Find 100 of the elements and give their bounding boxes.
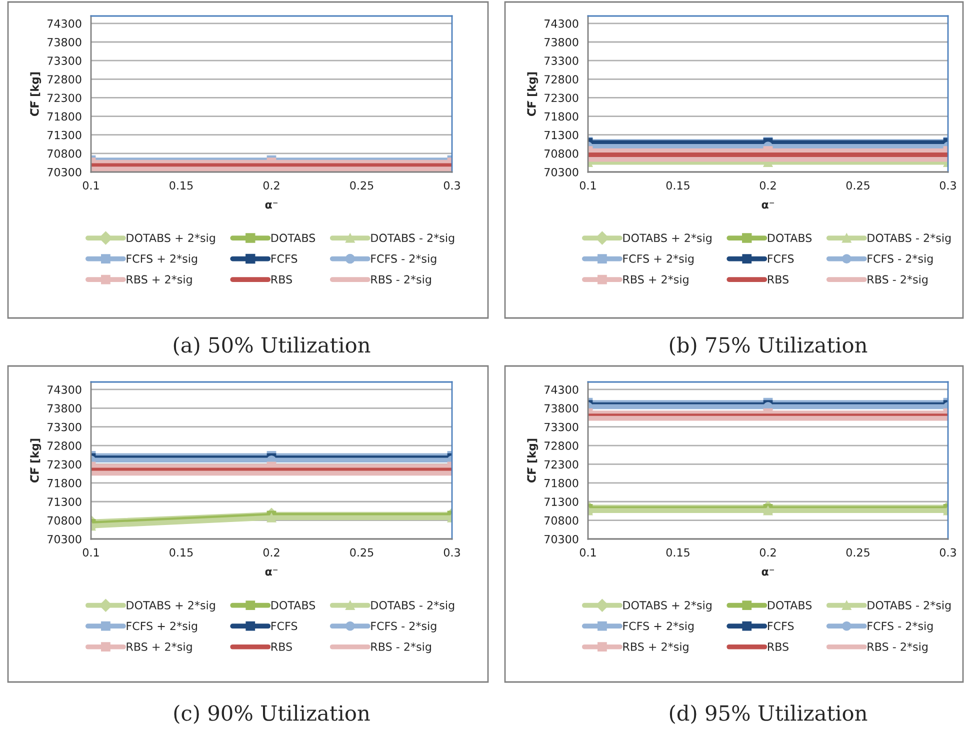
y-axis-title: C̅F̅ [kg] (527, 438, 538, 482)
y-tick-label: 73800 (48, 404, 82, 413)
y-tick-label: 73300 (48, 56, 82, 65)
y-tick-label: 72300 (48, 94, 82, 102)
legend-label: DOTABS (271, 601, 316, 610)
y-tick-label: 72300 (544, 94, 578, 102)
legend-label: DOTABS (768, 234, 812, 242)
legend-label: FCFS + 2*sig (126, 254, 198, 265)
y-tick-label: 70300 (48, 534, 82, 544)
x-tick-label: 0.15 (666, 181, 690, 190)
x-tick-label: 0.1 (82, 548, 99, 557)
legend-label: DOTABS + 2*sig (126, 600, 215, 612)
y-tick-label: 71800 (544, 112, 578, 121)
legend-label: FCFS + 2*sig (623, 622, 694, 632)
legend-label: DOTABS + 2*sig (623, 233, 712, 244)
legend-label: RBS (271, 642, 292, 651)
legend-label: DOTABS - 2*sig (371, 233, 454, 244)
legend-label: FCFS (768, 622, 794, 630)
legend-label: RBS + 2*sig (623, 642, 688, 654)
x-tick-label: 0.3 (444, 548, 460, 557)
y-tick-label: 73300 (48, 422, 82, 432)
x-tick-label: 0.2 (760, 181, 776, 190)
y-tick-label: 71800 (48, 478, 82, 488)
legend-label: RBS - 2*sig (371, 274, 431, 286)
legend-label: FCFS (768, 254, 794, 263)
legend-label: FCFS - 2*sig (868, 622, 933, 632)
legend-label: FCFS + 2*sig (126, 622, 198, 632)
legend-label: RBS (768, 275, 788, 284)
x-tick-label: 0.3 (940, 181, 956, 190)
y-tick-label: 74300 (544, 385, 578, 394)
y-tick-label: 73300 (544, 56, 578, 65)
x-tick-label: 0.2 (263, 548, 280, 557)
y-tick-label: 72800 (48, 75, 82, 84)
x-tick-label: 0.2 (263, 181, 280, 190)
text: (b) 75% Utilization (670, 336, 868, 356)
x-tick-label: 0.25 (846, 181, 870, 190)
y-tick-label: 71300 (48, 498, 82, 506)
legend-label: RBS + 2*sig (126, 642, 192, 654)
legend-label: RBS - 2*sig (868, 642, 928, 654)
legend-label: RBS + 2*sig (623, 274, 688, 286)
x-tick-label: 0.1 (82, 181, 99, 190)
legend-label: DOTABS - 2*sig (868, 600, 951, 612)
legend-label: DOTABS - 2*sig (868, 233, 951, 244)
y-tick-label: 73800 (544, 38, 578, 46)
x-tick-label: 0.25 (350, 548, 374, 557)
y-tick-label: 70300 (544, 168, 578, 176)
legend-label: FCFS - 2*sig (868, 254, 933, 265)
y-tick-label: 71800 (48, 112, 82, 121)
y-tick-label: 74300 (48, 385, 82, 394)
legend-label: RBS + 2*sig (126, 274, 192, 286)
text: (d) 95% Utilization (670, 704, 868, 724)
y-tick-label: 71300 (48, 130, 82, 140)
y-tick-label: 72800 (544, 75, 578, 84)
x-tick-label: 0.25 (350, 181, 374, 190)
y-tick-label: 73300 (544, 422, 578, 432)
legend-label: RBS (768, 642, 788, 651)
y-tick-label: 72800 (544, 442, 578, 450)
legend-label: DOTABS + 2*sig (623, 600, 712, 612)
y-tick-label: 72300 (544, 460, 578, 469)
y-tick-label: 70300 (48, 168, 82, 176)
legend-label: RBS - 2*sig (371, 642, 431, 654)
legend-label: FCFS - 2*sig (371, 622, 436, 632)
y-tick-label: 74300 (48, 19, 82, 28)
legend-label: FCFS (271, 254, 298, 263)
y-axis-title: C̅F̅ [kg] (30, 438, 42, 482)
text: (a) 50% Utilization (174, 336, 370, 356)
legend-label: FCFS + 2*sig (623, 254, 694, 265)
y-tick-label: 70800 (48, 149, 82, 158)
x-tick-label: 0.25 (846, 548, 870, 557)
y-axis-title: C̅F̅ [kg] (30, 72, 42, 116)
y-tick-label: 71300 (544, 498, 578, 506)
y-tick-label: 70300 (544, 534, 578, 544)
x-tick-label: 0.15 (170, 548, 193, 557)
legend-label: RBS (271, 275, 292, 284)
legend-label: FCFS - 2*sig (371, 254, 436, 265)
legend-label: FCFS (271, 622, 298, 630)
x-axis-title: α⁻ (762, 202, 774, 209)
y-tick-label: 72800 (48, 442, 82, 450)
legend-label: DOTABS + 2*sig (126, 233, 215, 244)
y-tick-label: 70800 (48, 516, 82, 525)
x-axis-title: α⁻ (265, 569, 278, 576)
legend-label: RBS - 2*sig (868, 274, 928, 286)
x-tick-label: 0.2 (760, 548, 776, 557)
y-tick-label: 71300 (544, 130, 578, 140)
y-tick-label: 73800 (48, 38, 82, 46)
y-tick-label: 74300 (544, 19, 578, 28)
legend-label: DOTABS (271, 234, 316, 242)
y-tick-label: 70800 (544, 149, 578, 158)
x-tick-label: 0.3 (940, 548, 956, 557)
y-axis-title: C̅F̅ [kg] (527, 72, 538, 116)
y-tick-label: 70800 (544, 516, 578, 525)
x-tick-label: 0.1 (580, 548, 596, 557)
y-tick-label: 71800 (544, 478, 578, 488)
x-axis-title: α⁻ (265, 202, 278, 209)
x-tick-label: 0.3 (444, 181, 460, 190)
text: (c) 90% Utilization (174, 704, 370, 724)
x-tick-label: 0.1 (580, 181, 596, 190)
x-tick-label: 0.15 (666, 548, 690, 557)
x-axis-title: α⁻ (762, 569, 774, 576)
legend-label: DOTABS (768, 601, 812, 610)
